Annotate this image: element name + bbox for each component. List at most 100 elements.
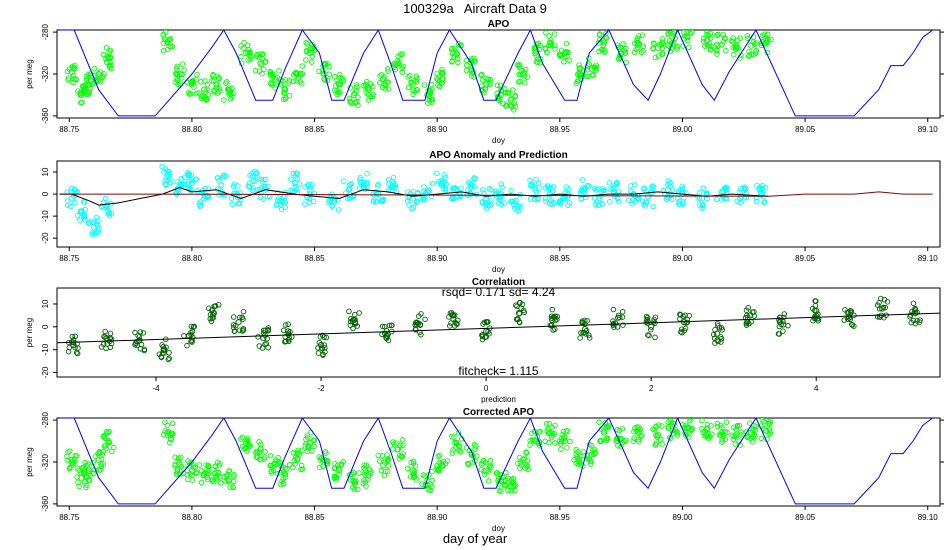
scatter-cloud-point [164,168,170,175]
scatter-cloud-point [603,435,610,442]
scatter-cloud-point [567,438,573,445]
scatter-cloud-point [676,198,683,205]
scatter-cloud-point [193,176,200,182]
scatter-cloud-point [451,439,458,446]
scatter-cloud-point [247,180,253,186]
scatter-cloud-point [87,71,94,77]
scatter-cloud-point [81,466,88,472]
scatter-cloud-point [579,318,586,324]
scatter-cloud-point [216,462,222,469]
scatter-cloud-point [426,186,432,193]
scatter-cloud-point [651,316,657,323]
scatter-cloud-point [546,420,553,427]
scatter-cloud-point [571,457,577,463]
scatter-cloud-point [339,75,346,82]
scatter-cloud-point [682,325,689,332]
scatter-cloud-point [244,435,251,442]
scatter-cloud-point [66,66,73,72]
scatter-cloud-point [511,481,518,488]
scatter-cloud-point [562,435,568,441]
scatter-cloud-point [593,199,600,205]
scatter-cloud-point [322,77,328,83]
x-tick-label: 88.80 [182,513,203,522]
scatter-cloud-point [700,201,706,208]
scatter-cloud-point [743,307,750,313]
scatter-cloud-point [364,171,370,177]
scatter-cloud-point [86,477,93,484]
scatter-cloud-point [100,433,107,440]
x-tick-label: 89.10 [918,125,939,134]
scatter-cloud-point [341,178,347,184]
scatter-cloud-point [505,487,511,494]
scatter-cloud-point [699,425,705,432]
scatter-cloud-point [353,478,359,484]
scatter-cloud-point [429,477,435,484]
scatter-cloud-point [463,57,470,64]
scatter-cloud-point [749,438,756,445]
scatter-cloud-point [311,443,317,450]
scatter-cloud-point [781,311,788,317]
scatter-cloud-point [342,190,349,196]
scatter-cloud-point [400,442,406,449]
scatter-cloud-point [917,317,923,323]
scatter-cloud-point [357,179,364,186]
scatter-cloud-point [216,178,222,184]
scatter-cloud-point [686,424,692,431]
scatter-cloud-point [700,36,707,42]
scatter-cloud-point [452,445,459,451]
scatter-cloud-point [385,86,392,92]
y-tick-label: -10 [41,210,50,222]
scatter-cloud-point [280,468,287,475]
scatter-cloud-point [73,76,79,83]
scatter-cloud-point [81,211,88,217]
scatter-cloud-point [687,418,694,422]
scatter-cloud-point [777,314,783,321]
scatter-cloud-point [292,454,299,461]
scatter-cloud-point [610,322,616,328]
scatter-cloud-point [631,428,637,435]
scatter-cloud-point [781,314,787,321]
scatter-cloud-point [439,69,446,76]
scatter-cloud-point [614,180,621,187]
scatter-cloud-point [309,181,315,188]
scatter-cloud-point [704,425,710,431]
scatter-cloud-point [187,185,193,191]
scatter-cloud-point [607,186,613,192]
scatter-cloud-point [172,71,179,77]
scatter-cloud-point [337,81,344,88]
x-axis-label-4: doy [492,524,505,533]
scatter-cloud-point [205,194,212,201]
scatter-cloud-point [851,323,857,329]
scatter-cloud-point [215,469,222,476]
scatter-cloud-point [82,473,89,480]
scatter-cloud-point [876,300,882,306]
scatter-cloud-point [472,446,478,452]
scatter-cloud-point [267,68,273,75]
scatter-cloud-point [288,176,294,182]
scatter-cloud-point [317,334,324,340]
scatter-cloud-point [325,61,331,67]
scatter-cloud-point [503,482,509,488]
scatter-cloud-point [77,217,83,223]
scatter-cloud-point [425,487,432,493]
scatter-cloud-point [399,437,406,443]
scatter-cloud-point [577,453,583,459]
scatter-cloud-point [381,74,388,80]
scatter-cloud-point [449,45,456,52]
scatter-cloud-point [437,452,443,459]
scatter-cloud-point [169,44,176,50]
scatter-cloud-point [397,51,404,58]
scatter-cloud-point [674,429,681,436]
scatter-cloud-point [100,341,107,347]
scatter-cloud-point [413,79,420,85]
y-tick-label: 10 [41,299,50,308]
scatter-cloud-point [480,321,486,327]
scatter-cloud-point [471,176,477,182]
scatter-cloud-point [365,97,372,103]
scatter-cloud-point [707,35,714,41]
scatter-cloud-point [302,201,308,207]
scatter-cloud-point [166,36,173,43]
scatter-cloud-point [355,102,361,109]
scatter-cloud-point [136,337,142,344]
scatter-cloud-point [712,327,718,333]
